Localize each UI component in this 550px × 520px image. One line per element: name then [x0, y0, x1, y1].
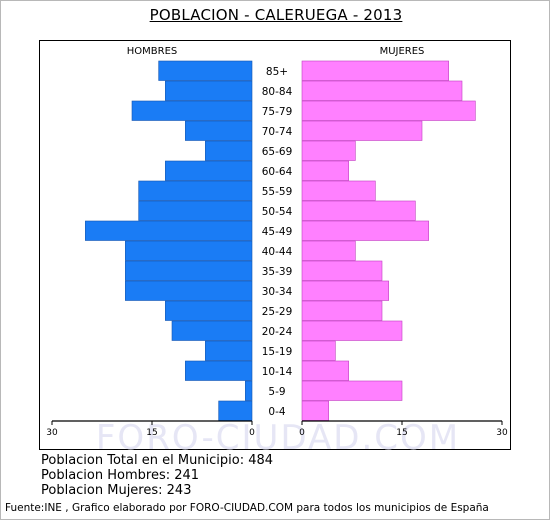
age-group-label: 45-49 [262, 226, 293, 238]
bar-hombres [131, 100, 253, 121]
bar-hombres [85, 220, 253, 241]
population-stats: Poblacion Total en el Municipio: 484 Pob… [41, 453, 273, 498]
bar-hombres [125, 240, 253, 261]
stat-total: Poblacion Total en el Municipio: 484 [41, 453, 274, 468]
bar-mujeres [301, 260, 383, 281]
bar-mujeres [301, 140, 356, 161]
x-tick-label-right: 0 [299, 428, 305, 438]
bar-mujeres [301, 280, 389, 301]
age-group-label: 20-24 [262, 326, 293, 338]
bar-hombres [125, 280, 253, 301]
age-group-label: 35-39 [262, 266, 293, 278]
bar-hombres [165, 300, 253, 321]
pyramid-svg: FORO-CIUDAD.COM HOMBRES MUJERES 85+ 80-84… [46, 46, 508, 451]
bar-mujeres [301, 300, 383, 321]
pyramid-chart: FORO-CIUDAD.COM HOMBRES MUJERES 85+ 80-84… [39, 40, 511, 451]
bar-mujeres [301, 200, 416, 221]
bar-mujeres [301, 160, 349, 181]
bar-hombres [205, 140, 253, 161]
age-group-label: 85+ [266, 66, 288, 78]
bar-hombres [185, 120, 253, 141]
bar-mujeres [301, 100, 476, 121]
bar-mujeres [301, 120, 423, 141]
stat-mujeres: Poblacion Mujeres: 243 [41, 483, 192, 498]
bar-hombres [158, 60, 253, 81]
bar-mujeres [301, 360, 349, 381]
x-tick-label-left: 15 [146, 428, 157, 438]
bar-hombres [218, 400, 253, 421]
age-group-label: 70-74 [262, 126, 293, 138]
chart-title: POBLACION - CALERUEGA - 2013 [149, 6, 403, 24]
bar-mujeres [301, 60, 449, 81]
bar-hombres [125, 260, 253, 281]
age-group-label: 30-34 [262, 286, 293, 298]
watermark: FORO-CIUDAD.COM [96, 418, 460, 451]
source-footer: Fuente:INE , Grafico elaborado por FORO-… [5, 502, 489, 514]
age-group-label: 25-29 [262, 306, 293, 318]
x-tick-label-right: 15 [396, 428, 407, 438]
bar-mujeres [301, 180, 376, 201]
bar-mujeres [301, 380, 403, 401]
axes-group: 30 15 0 0 15 30 [46, 420, 508, 438]
bar-mujeres [301, 340, 336, 361]
bars-group: 85+ 80-84 75-79 70-74 65-69 60-64 55-59 50-54 45… [85, 60, 476, 421]
x-tick-label-right: 30 [496, 428, 508, 438]
x-tick-label-left: 30 [46, 428, 58, 438]
x-tick-label-left: 0 [249, 428, 255, 438]
age-group-label: 75-79 [262, 106, 293, 118]
right-group-label: MUJERES [380, 46, 425, 57]
age-group-label: 10-14 [262, 366, 293, 378]
bar-hombres [171, 320, 253, 341]
age-group-label: 50-54 [262, 206, 293, 218]
bar-hombres [138, 180, 253, 201]
bar-hombres [165, 80, 253, 101]
age-group-label: 0-4 [268, 406, 285, 418]
bar-hombres [165, 160, 253, 181]
age-group-label: 80-84 [262, 86, 293, 98]
age-group-label: 15-19 [262, 346, 293, 358]
age-group-label: 60-64 [262, 166, 293, 178]
bar-mujeres [301, 240, 356, 261]
age-group-label: 65-69 [262, 146, 293, 158]
bar-mujeres [301, 220, 429, 241]
bar-hombres [185, 360, 253, 381]
bar-hombres [245, 380, 253, 401]
left-group-label: HOMBRES [127, 46, 178, 57]
bar-mujeres [301, 320, 403, 341]
age-group-label: 5-9 [268, 386, 285, 398]
age-group-label: 40-44 [262, 246, 293, 258]
bar-hombres [205, 340, 253, 361]
bar-mujeres [301, 400, 329, 421]
bar-hombres [138, 200, 253, 221]
age-group-label: 55-59 [262, 186, 293, 198]
stat-hombres: Poblacion Hombres: 241 [41, 468, 200, 483]
bar-mujeres [301, 80, 463, 101]
